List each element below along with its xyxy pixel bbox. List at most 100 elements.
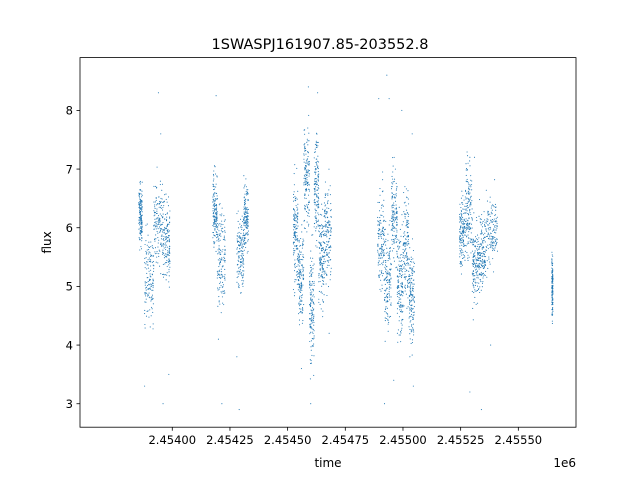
data-point [407,226,409,228]
data-point [552,269,554,271]
data-point [315,184,317,186]
data-point [460,218,462,220]
data-point [150,269,152,271]
data-point [392,223,394,225]
x-tick-label: 2.45475 [322,433,370,447]
data-point [293,184,295,186]
data-point [470,252,472,254]
data-point [551,267,553,269]
data-point [296,271,298,273]
data-point [408,278,410,280]
data-point [398,290,400,293]
data-point [551,320,553,322]
data-point [465,205,467,208]
data-point [297,253,299,255]
data-point [247,208,249,210]
data-point [141,208,143,210]
y-tick-label: 5 [66,280,73,294]
data-point [309,318,311,320]
data-point [470,196,472,198]
data-point [323,255,325,257]
data-point [242,258,244,260]
data-point [399,257,401,259]
data-point [247,215,249,217]
data-point [324,196,326,199]
data-point [388,291,390,293]
data-point [243,175,245,177]
data-point [238,287,240,289]
data-point [166,218,168,220]
data-point [302,256,304,258]
data-point [403,241,405,244]
data-point [315,205,317,207]
data-point [474,250,476,252]
data-point [151,255,153,257]
data-point [293,270,296,272]
data-point [387,315,389,317]
data-point [157,221,159,223]
data-point [298,280,300,282]
data-point [315,147,317,149]
data-point [161,217,164,219]
data-point [294,263,296,266]
data-point [140,208,142,210]
data-point [314,204,316,206]
data-point [151,308,153,310]
data-point [393,260,395,262]
data-point [409,333,411,335]
data-point [240,218,242,220]
data-point [491,238,493,240]
data-point [246,218,248,221]
data-point [551,286,553,288]
data-point [380,207,382,209]
data-point [212,232,214,234]
data-point [404,273,406,275]
data-point [378,257,380,259]
data-point [394,214,396,216]
data-point [404,284,406,286]
data-point [157,92,159,94]
data-point [244,211,246,213]
data-point [296,259,298,261]
data-point [165,262,167,264]
data-point [241,251,243,253]
data-point [317,184,319,187]
data-point [391,243,393,245]
data-point [393,226,395,228]
data-point [217,235,219,237]
data-point [318,281,320,283]
data-point [379,247,381,249]
data-point [162,273,165,275]
y-tick-label: 6 [66,221,73,235]
data-point [321,265,323,267]
data-point [152,247,154,249]
data-point [402,248,404,250]
data-point [147,234,149,236]
data-point [214,204,216,206]
data-point [481,248,483,250]
data-point [315,218,318,220]
data-point [474,275,476,277]
data-point [387,240,389,242]
data-point [318,298,320,300]
data-point [322,263,324,265]
data-point [400,306,402,309]
data-point [320,234,322,236]
data-point [215,183,217,185]
data-point [246,194,248,196]
data-point [326,253,328,255]
data-point [471,242,473,244]
data-point [487,234,489,236]
data-point [329,185,331,187]
data-point [397,279,399,281]
data-point [315,212,317,214]
data-point [383,229,385,231]
data-point [398,242,401,244]
data-point [154,207,156,210]
data-point [482,275,484,277]
data-point [479,291,481,294]
data-point [476,238,478,240]
data-point [153,210,155,212]
data-point [215,223,217,225]
data-point [463,243,465,245]
